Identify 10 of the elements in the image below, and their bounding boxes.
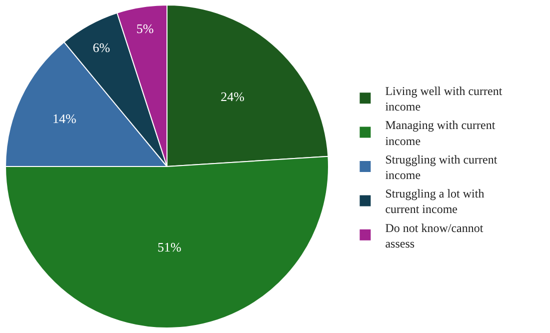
legend-label: Do not know/cannot assess	[385, 220, 484, 250]
data-label: 24%	[220, 89, 245, 104]
legend-label: Living well with current income	[385, 84, 503, 114]
data-label: 51%	[158, 240, 182, 255]
data-label: 6%	[92, 40, 110, 55]
legend-label: Managing with current income	[385, 118, 496, 148]
legend-label: Struggling with current income	[385, 152, 498, 182]
data-label: 5%	[136, 21, 154, 36]
data-label: 14%	[52, 110, 77, 126]
legend-label: Struggling a lot with current income	[385, 186, 484, 216]
